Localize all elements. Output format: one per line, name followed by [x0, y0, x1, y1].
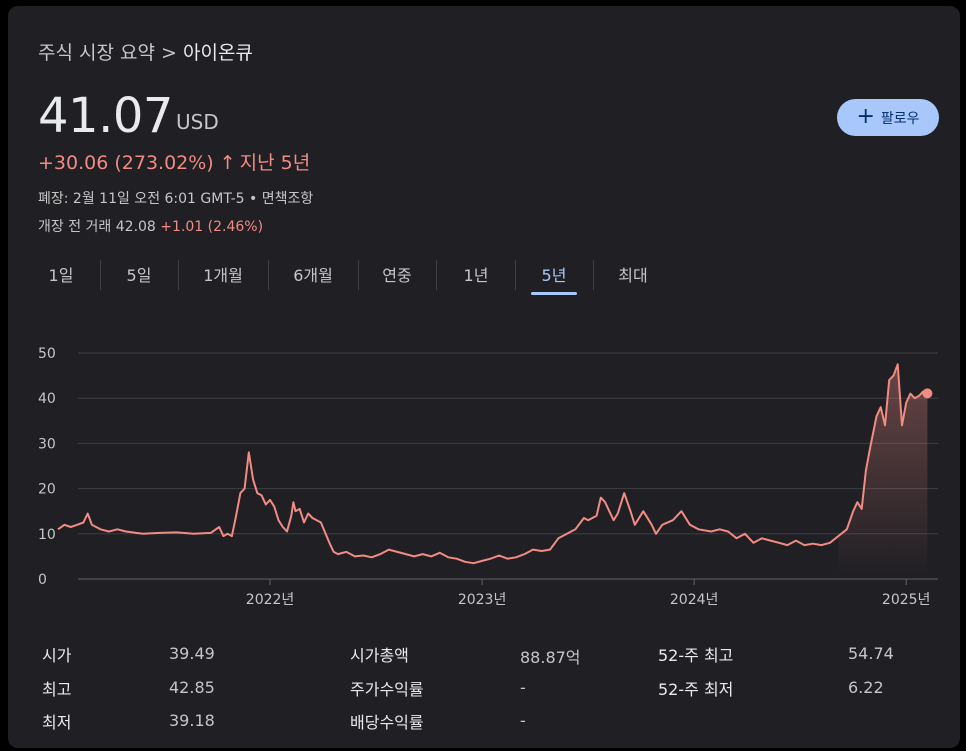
- stat-label-open: 시가: [42, 646, 72, 665]
- stat-label-market-cap: 시가총액: [350, 646, 409, 665]
- premarket-label: 개장 전 거래 42.08: [38, 219, 156, 235]
- stock-summary-card: 주식 시장 요약 > 아이온큐 41.07 USD +30.06 (273.02…: [8, 6, 960, 748]
- follow-button[interactable]: + 팔로우: [837, 99, 939, 136]
- x-tick-label: 2025년: [882, 592, 931, 608]
- stat-value-dividend: -: [520, 711, 526, 730]
- stat-label-dividend: 배당수익률: [350, 713, 424, 732]
- x-tick-label: 2024년: [670, 592, 719, 608]
- plus-icon: +: [856, 103, 875, 129]
- tab-separator: [436, 260, 437, 290]
- current-price: 41.07: [38, 88, 173, 144]
- y-tick-label: 10: [38, 527, 56, 543]
- stat-label-low: 최저: [42, 713, 72, 732]
- tab-1y[interactable]: 1년: [463, 266, 489, 285]
- stat-value-52w-low: 6.22: [848, 678, 884, 697]
- active-tab-indicator: [531, 292, 577, 295]
- y-tick-label: 40: [38, 391, 56, 407]
- y-tick-label: 50: [38, 346, 56, 362]
- tab-separator: [515, 260, 516, 290]
- tab-5y[interactable]: 5년: [541, 266, 567, 285]
- range-tabs: 1일 5일 1개월 6개월 연중 1년 5년 최대: [8, 256, 960, 296]
- tab-separator: [178, 260, 179, 290]
- stat-label-pe-ratio: 주가수익률: [350, 680, 424, 699]
- tab-separator: [358, 260, 359, 290]
- y-tick-label: 30: [38, 436, 56, 452]
- stat-value-market-cap: 88.87억: [520, 648, 581, 667]
- stat-label-52w-high: 52-주 최고: [658, 646, 734, 665]
- tab-1m[interactable]: 1개월: [203, 266, 243, 285]
- premarket-change: +1.01 (2.46%): [160, 219, 264, 235]
- stat-value-low: 39.18: [169, 711, 215, 730]
- tab-separator: [100, 260, 101, 290]
- x-tick-label: 2022년: [246, 592, 295, 608]
- stat-label-high: 최고: [42, 680, 72, 699]
- x-tick-label: 2023년: [458, 592, 507, 608]
- stat-value-high: 42.85: [169, 678, 215, 697]
- tab-5d[interactable]: 5일: [126, 266, 152, 285]
- premarket-info: 개장 전 거래 42.08 +1.01 (2.46%): [38, 216, 263, 236]
- stat-value-open: 39.49: [169, 644, 215, 663]
- tab-separator: [268, 260, 269, 290]
- stat-label-52w-low: 52-주 최저: [658, 680, 734, 699]
- change-period: 지난 5년: [239, 152, 311, 174]
- tab-6m[interactable]: 6개월: [293, 266, 333, 285]
- stat-value-52w-high: 54.74: [848, 644, 894, 663]
- breadcrumb-parent[interactable]: 주식 시장 요약: [38, 42, 155, 64]
- tab-max[interactable]: 최대: [618, 266, 648, 285]
- arrow-up-icon: ↑: [219, 152, 236, 174]
- change-value: +30.06 (273.02%): [38, 152, 214, 174]
- price-change: +30.06 (273.02%) ↑ 지난 5년: [38, 148, 310, 175]
- breadcrumb: 주식 시장 요약 > 아이온큐: [38, 38, 253, 65]
- price-chart[interactable]: 0 10 20 30 40 50 2022년 2023년 2024년 2025년: [8, 336, 960, 616]
- breadcrumb-current: 아이온큐: [182, 42, 253, 64]
- close-info: 폐장: 2월 11일 오전 6:01 GMT-5 • 면책조항: [38, 191, 314, 207]
- currency-label: USD: [176, 110, 219, 134]
- price-area: [838, 364, 928, 579]
- y-tick-label: 20: [38, 482, 56, 498]
- y-tick-label: 0: [38, 572, 47, 588]
- breadcrumb-separator: >: [161, 42, 177, 64]
- price-line: [57, 363, 928, 565]
- tab-ytd[interactable]: 연중: [382, 266, 412, 285]
- follow-label: 팔로우: [880, 110, 920, 127]
- tab-separator: [593, 260, 594, 290]
- tab-1d[interactable]: 1일: [48, 266, 74, 285]
- last-price-point: [922, 388, 933, 399]
- stat-value-pe-ratio: -: [520, 678, 526, 697]
